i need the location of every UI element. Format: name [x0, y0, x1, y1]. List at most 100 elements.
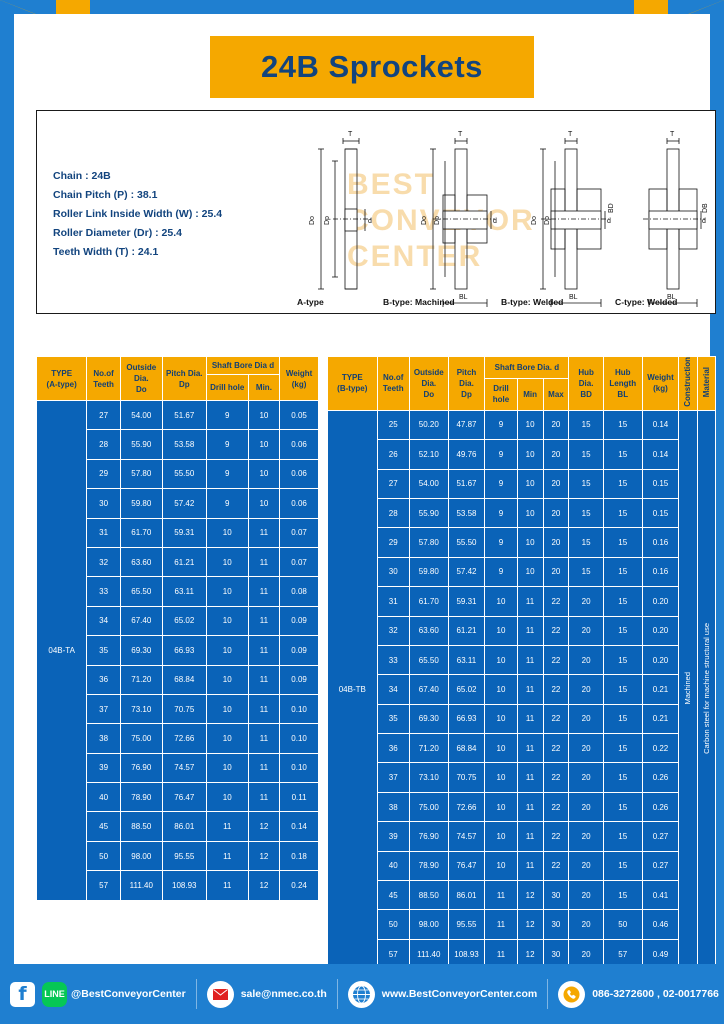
cell-hub-dia: 20	[568, 909, 604, 940]
cell-teeth: 31	[86, 517, 121, 548]
cell-outside-dia: 52.10	[408, 439, 449, 470]
cell-drill-hole: 11	[205, 811, 249, 842]
cell-weight: 0.05	[279, 399, 319, 431]
email-icon-svg	[212, 988, 228, 1000]
phone-text: 086-3272600 , 02-0017766	[592, 988, 719, 1000]
cell-pitch-dia: 55.50	[161, 458, 207, 490]
svg-text:BD: BD	[608, 203, 615, 213]
table-row: 34 67.40 65.02 10 11 0.09	[37, 605, 319, 637]
cell-pitch-dia: 49.76	[447, 439, 486, 470]
cell-teeth: 37	[86, 693, 121, 725]
cell-teeth: 37	[376, 762, 410, 793]
cell-drill-hole: 10	[484, 644, 518, 676]
table-b-type: TYPE (B-type) No.of Teeth Outside Dia. D…	[327, 356, 717, 970]
cell-drill-hole: 10	[484, 703, 518, 735]
cell-weight: 0.14	[641, 409, 680, 441]
th-b-max: Max	[542, 378, 570, 411]
cell-teeth: 38	[376, 791, 410, 823]
sprocket-diagram-svg: T Do	[309, 131, 709, 307]
svg-text:DB: DB	[702, 203, 709, 213]
cell-weight: 0.46	[641, 909, 680, 940]
line-icon[interactable]: LINE	[42, 981, 67, 1007]
cell-pitch-dia: 68.84	[161, 664, 207, 695]
cell-outside-dia: 98.00	[408, 909, 449, 940]
cell-hub-dia: 15	[568, 527, 604, 558]
th-a-outside-sub2: Do	[135, 385, 147, 394]
globe-icon[interactable]	[347, 980, 375, 1008]
footer-facebook-handle[interactable]: @BestConveyorCenter	[71, 988, 186, 1000]
cell-hub-length: 15	[602, 791, 643, 823]
footer-facebook-group[interactable]: f LINE	[10, 981, 67, 1007]
th-b-drill-hole: Drill hole	[484, 378, 518, 411]
cell-weight: 0.18	[279, 840, 319, 872]
cell-min: 10	[516, 556, 544, 588]
cell-outside-dia: 59.80	[119, 488, 163, 519]
svg-text:Do: Do	[309, 216, 316, 225]
cell-outside-dia: 71.20	[408, 733, 449, 764]
cell-outside-dia: 73.10	[119, 693, 163, 725]
th-b-weight: Weight (kg)	[641, 356, 680, 411]
footer-website-group[interactable]: www.BestConveyorCenter.com	[347, 980, 537, 1008]
svg-text:T: T	[458, 131, 463, 138]
th-b-outside-label: Outside	[413, 367, 444, 377]
cell-drill-hole: 10	[484, 850, 518, 882]
cell-teeth: 36	[376, 733, 410, 764]
table-row: 50 98.00 95.55 11 12 0.18	[37, 840, 319, 872]
cell-hub-length: 15	[602, 703, 643, 735]
cell-min: 10	[516, 527, 544, 558]
cell-hub-length: 15	[602, 821, 643, 852]
cell-teeth: 27	[86, 399, 121, 431]
cell-outside-dia: 111.40	[119, 870, 163, 901]
cell-outside-dia: 98.00	[119, 840, 163, 872]
cell-outside-dia: 61.70	[119, 517, 163, 548]
th-a-pitch-dia: Pitch Dia. Dp	[161, 356, 207, 401]
cell-drill-hole: 9	[484, 556, 518, 588]
th-b-hub-length: Hub Length BL	[602, 356, 643, 411]
cell-outside-dia: 63.60	[408, 615, 449, 646]
table-row: 31 61.70 59.31 10 11 0.07	[37, 517, 319, 548]
facebook-icon[interactable]: f	[10, 981, 35, 1007]
email-icon[interactable]	[206, 980, 234, 1008]
table-row: 37 73.10 70.75 10 11 0.10	[37, 693, 319, 725]
cell-pitch-dia: 76.47	[447, 850, 486, 882]
cell-max: 20	[542, 468, 570, 499]
diagram-caption-b-machined: B-type: Machined	[383, 297, 455, 307]
cell-pitch-dia: 65.02	[447, 674, 486, 705]
th-b-material: Material	[696, 356, 717, 411]
th-b-type: TYPE (B-type)	[327, 356, 378, 411]
cell-pitch-dia: 59.31	[161, 517, 207, 548]
th-b-pitch-dia: Pitch Dia. Dp	[447, 356, 486, 411]
cell-weight: 0.21	[641, 674, 680, 705]
cell-outside-dia: 71.20	[119, 664, 163, 695]
cell-hub-length: 15	[602, 527, 643, 558]
footer-phone-group[interactable]: 086-3272600 , 02-0017766	[558, 980, 719, 1008]
cell-hub-dia: 20	[568, 762, 604, 793]
diagram-caption-b-welded: B-type: Welded	[501, 297, 564, 307]
footer-email-group[interactable]: sale@nmec.co.th	[206, 980, 327, 1008]
cell-pitch-dia: 63.11	[447, 644, 486, 676]
svg-text:T: T	[568, 131, 573, 138]
th-a-type-sub: (A-type)	[46, 379, 77, 389]
cell-outside-dia: 88.50	[408, 880, 449, 911]
cell-hub-dia: 20	[568, 821, 604, 852]
cell-min: 10	[516, 497, 544, 529]
table-row: 28 55.90 53.58 9 10 20 15 15 0.15	[328, 497, 716, 529]
cell-teeth: 33	[86, 576, 121, 607]
cell-drill-hole: 11	[205, 870, 249, 901]
cell-outside-dia: 63.60	[119, 546, 163, 578]
table-row: 27 54.00 51.67 9 10 20 15 15 0.15	[328, 468, 716, 499]
cell-weight: 0.08	[279, 576, 319, 607]
cell-weight: 0.24	[279, 870, 319, 901]
cell-min: 12	[247, 840, 281, 872]
cell-min: 11	[247, 576, 281, 607]
cell-min: 12	[247, 811, 281, 842]
th-b-teeth: No.of Teeth	[376, 356, 410, 411]
cell-hub-dia: 15	[568, 468, 604, 499]
cell-outside-dia: 54.00	[119, 399, 163, 431]
spec-line-roller: Roller Diameter (Dr) : 25.4	[53, 227, 182, 239]
phone-icon[interactable]	[558, 980, 586, 1008]
cell-material: Carbon steel for machine structural use	[696, 409, 717, 970]
th-a-min: Min.	[247, 374, 281, 401]
cell-pitch-dia: 61.21	[447, 615, 486, 646]
cell-pitch-dia: 51.67	[447, 468, 486, 499]
